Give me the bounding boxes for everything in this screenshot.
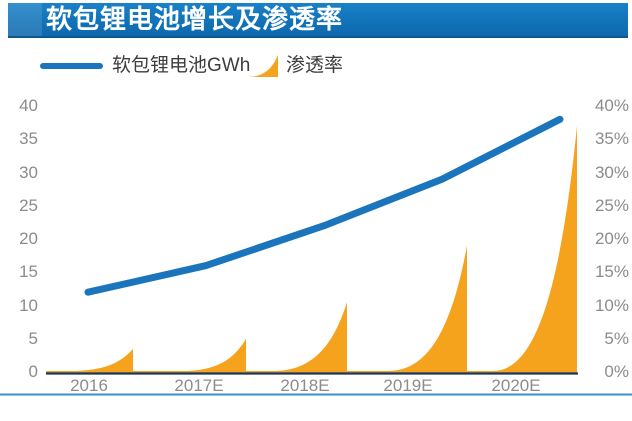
- x-tick-label: 2017E: [174, 376, 224, 395]
- y-tick-left: 15: [19, 262, 38, 282]
- line-swatch-icon: [40, 63, 103, 69]
- y-tick-left: 20: [19, 229, 38, 248]
- title-banner: 软包锂电池增长及渗透率: [8, 3, 628, 38]
- y-tick-left: 0: [28, 362, 38, 381]
- y-tick-left: 40: [19, 96, 38, 115]
- x-tick-label: 2016: [70, 376, 108, 395]
- chart-title: 软包锂电池增长及渗透率: [46, 4, 344, 34]
- banner-accent: [8, 3, 42, 36]
- y-tick-left: 10: [19, 295, 38, 315]
- legend-label-battery: 软包锂电池GWh: [112, 55, 251, 76]
- x-tick-label: 2018E: [280, 376, 330, 395]
- y-tick-right: 0%: [604, 362, 629, 381]
- y-tick-right: 25%: [594, 195, 629, 215]
- y-tick-right: 20%: [594, 229, 629, 248]
- x-tick-label: 2019E: [383, 376, 433, 395]
- y-tick-right: 15%: [594, 262, 629, 282]
- y-tick-left: 35: [19, 129, 38, 149]
- legend: 软包锂电池GWh 渗透率: [0, 52, 632, 80]
- battery-line-series: [84, 115, 564, 296]
- x-tick-label: 2020E: [491, 376, 541, 395]
- y-tick-right: 40%: [594, 96, 629, 115]
- y-tick-left: 25: [19, 195, 38, 215]
- y-tick-left: 5: [28, 328, 38, 348]
- penetration-area-series: [46, 125, 577, 375]
- area-swatch-icon: [247, 55, 278, 77]
- y-tick-right: 5%: [604, 328, 629, 348]
- y-tick-left: 30: [19, 162, 38, 182]
- y-tick-right: 35%: [594, 129, 629, 149]
- y-tick-right: 10%: [594, 295, 629, 315]
- legend-label-penetration: 渗透率: [286, 55, 344, 76]
- y-tick-right: 30%: [594, 162, 629, 182]
